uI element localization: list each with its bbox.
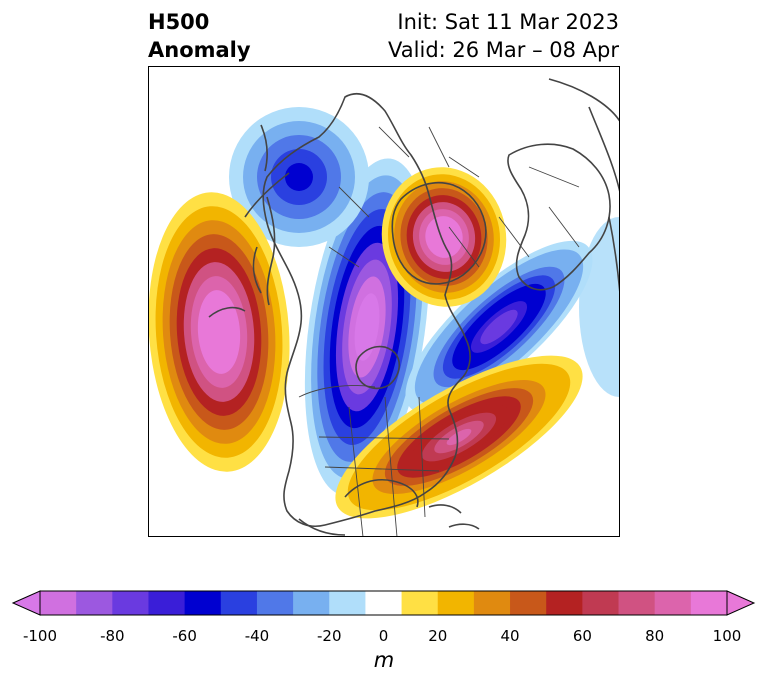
- colorbar-segment: [654, 591, 692, 615]
- coastline-gulf-mexico: [298, 479, 419, 536]
- anomaly-contour: [292, 170, 306, 184]
- coastline-alaska: [208, 172, 290, 318]
- init-date: Init: Sat 11 Mar 2023: [397, 10, 619, 34]
- map-panel: [148, 66, 620, 537]
- title-line-1: H500: [148, 10, 210, 34]
- colorbar-segment: [365, 591, 403, 615]
- colorbar-tick-label: -100: [22, 627, 58, 645]
- country-borders: [298, 126, 580, 536]
- title-line-2: Anomaly: [148, 38, 251, 62]
- colorbar-tick-label: 60: [572, 627, 592, 645]
- coastline-caribbean: [428, 504, 480, 530]
- colorbar-tick-label: -80: [100, 627, 125, 645]
- colorbar-outline: [39, 590, 728, 616]
- colorbar-segment: [437, 591, 475, 615]
- anomaly-contour: [437, 230, 451, 244]
- anomaly-contour: [360, 310, 374, 344]
- ridge-eastern-us-atlantic: [335, 355, 583, 519]
- colorbar-tick-label: 80: [645, 627, 665, 645]
- colorbar-segment: [690, 591, 728, 615]
- colorbar-tick-label: -40: [244, 627, 270, 645]
- coastline-greenland: [391, 181, 487, 285]
- colorbar-segment: [148, 591, 186, 615]
- colorbar-segment: [582, 591, 620, 615]
- colorbar-segment: [220, 591, 258, 615]
- colorbar-segment: [40, 591, 77, 615]
- colorbar: [11, 590, 756, 616]
- forecast-dates: Init: Sat 11 Mar 2023 Valid: 26 Mar – 08…: [388, 8, 619, 64]
- colorbar-segment: [510, 591, 547, 615]
- colorbar-tick-label: -20: [317, 627, 342, 645]
- colorbar-tick-label: 100: [712, 627, 742, 645]
- anomaly-map: [149, 78, 619, 536]
- colorbar-segment: [112, 591, 149, 615]
- colorbar-tick-label: 40: [500, 627, 520, 645]
- ridge-greenland-arctic: [381, 167, 507, 307]
- colorbar-tick-label: -60: [172, 627, 197, 645]
- coastline-europe: [507, 143, 611, 291]
- colorbar-segment: [618, 591, 656, 615]
- colorbar-tick-label: 0: [378, 627, 389, 645]
- colorbar-extend-high: [726, 590, 756, 616]
- coastline-pacific-nw: [260, 124, 276, 306]
- colorbar-unit: m: [373, 648, 395, 672]
- anomaly-contour: [579, 217, 619, 397]
- colorbar-segment: [293, 591, 330, 615]
- coastline-asia: [548, 78, 619, 292]
- coastline-hudson-bay: [355, 345, 401, 390]
- trough-alaska-north: [229, 107, 369, 247]
- chart-title: H500 Anomaly: [148, 8, 251, 64]
- colorbar-segment: [473, 591, 511, 615]
- anomaly-contour: [489, 318, 509, 336]
- anomaly-contour: [211, 318, 227, 346]
- colorbar-segment: [329, 591, 366, 615]
- colorbar-segment: [401, 591, 439, 615]
- trough-north-atlantic: [405, 240, 593, 414]
- anomaly-contour: [446, 428, 472, 446]
- trough-western-canada: [304, 158, 430, 496]
- colorbar-segment: [76, 591, 113, 615]
- coastline-north-america: [262, 93, 471, 527]
- colorbar-extend-low: [11, 590, 41, 616]
- valid-range: Valid: 26 Mar – 08 Apr: [388, 38, 619, 62]
- colorbar-tick-label: 20: [428, 627, 448, 645]
- colorbar-segment: [184, 591, 222, 615]
- colorbar-segment: [546, 591, 583, 615]
- colorbar-segment: [256, 591, 294, 615]
